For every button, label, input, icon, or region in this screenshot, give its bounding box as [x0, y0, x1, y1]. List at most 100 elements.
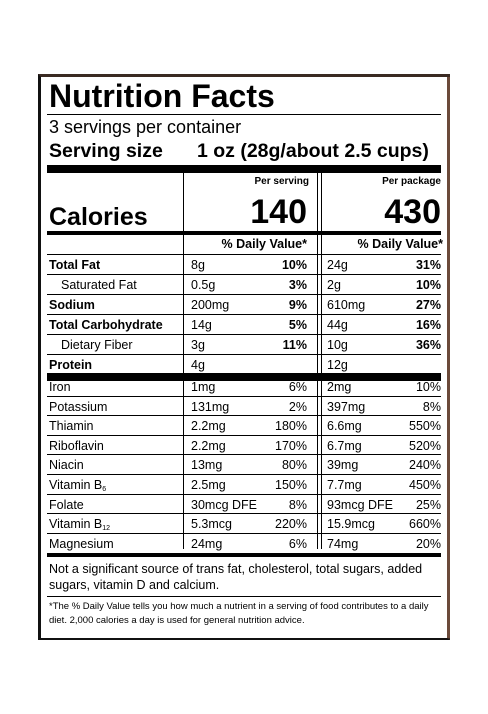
nutrient-name: Niacin — [49, 458, 84, 473]
amount-per-package: 74mg — [327, 536, 359, 551]
row-rule — [47, 415, 441, 416]
amount-per-package: 397mg — [327, 399, 366, 414]
dv-per-serving: 9% — [288, 298, 307, 312]
dv-per-package: 20% — [415, 536, 441, 551]
dv-per-serving: 180% — [275, 419, 307, 434]
amount-per-serving: 5.3mcg — [191, 517, 232, 532]
nutrient-name: Vitamin B6 — [49, 478, 107, 493]
dv-per-serving: 8% — [288, 497, 307, 512]
row-rule — [47, 454, 441, 455]
label-title: Nutrition Facts — [49, 78, 275, 114]
amount-per-serving: 131mg — [191, 399, 230, 414]
table-row: Vitamin B6 2.5mg 150% 7.7mg 450% — [41, 475, 447, 495]
table-row: Riboflavin 2.2mg 170% 6.7mg 520% — [41, 436, 447, 456]
nutrition-facts-label: Nutrition Facts 3 servings per container… — [38, 74, 450, 640]
dv-header-rule — [47, 254, 441, 255]
table-row: Potassium 131mg 2% 397mg 8% — [41, 397, 447, 417]
amount-per-serving: 0.5g — [191, 278, 216, 292]
column-divider-middle-2 — [321, 173, 322, 549]
amount-per-package: 6.7mg — [327, 438, 362, 453]
amount-per-serving: 13mg — [191, 458, 223, 473]
calories-per-package: 430 — [384, 193, 441, 231]
amount-per-package: 39mg — [327, 458, 359, 473]
amount-per-package: 2g — [327, 278, 341, 292]
dv-per-serving: 150% — [275, 478, 307, 492]
calories-per-serving: 140 — [250, 193, 307, 231]
dv-per-serving: 10% — [281, 258, 307, 272]
table-row: Sodium 200mg 9% 610mg 27% — [41, 295, 447, 315]
nutrient-name: Riboflavin — [49, 438, 104, 453]
row-rule — [47, 334, 441, 335]
thick-divider-mid — [47, 373, 441, 381]
dv-per-serving: 220% — [275, 517, 307, 532]
dv-per-package: 25% — [415, 497, 441, 512]
serving-size-label: Serving size — [49, 140, 163, 162]
dv-per-package: 450% — [409, 478, 441, 492]
nutrient-name: Thiamin — [49, 419, 94, 434]
amount-per-serving: 30mcg DFE — [191, 497, 257, 512]
table-row: Dietary Fiber 3g 11% 10g 36% — [41, 335, 447, 355]
dv-per-package: 31% — [415, 258, 441, 272]
dv-per-serving: 2% — [288, 399, 307, 414]
table-row: Folate 30mcg DFE 8% 93mcg DFE 25% — [41, 495, 447, 515]
dv-per-serving: 170% — [275, 438, 307, 453]
dv-per-package: 8% — [422, 399, 441, 414]
dv-per-serving: 3% — [288, 278, 307, 292]
amount-per-serving: 4g — [191, 358, 205, 372]
amount-per-package: 2mg — [327, 380, 352, 394]
daily-value-header-package: % Daily Value* — [357, 237, 443, 251]
amount-per-package: 12g — [327, 358, 348, 372]
dv-per-package: 660% — [409, 517, 441, 532]
nutrient-name: Sodium — [49, 298, 95, 312]
dv-per-package: 10% — [415, 278, 441, 292]
table-row: Protein 4g 12g — [41, 355, 447, 375]
dv-per-serving: 5% — [288, 318, 307, 332]
nutrient-name: Total Fat — [49, 258, 101, 272]
dv-per-package: 36% — [415, 338, 441, 352]
row-rule — [47, 533, 441, 534]
label-edge-shade — [447, 77, 450, 638]
amount-per-package: 6.6mg — [327, 419, 362, 434]
row-rule — [47, 494, 441, 495]
row-rule — [47, 513, 441, 514]
row-rule — [47, 294, 441, 295]
thick-divider-top — [47, 165, 441, 173]
amount-per-package: 24g — [327, 258, 348, 272]
nutrient-name: Dietary Fiber — [61, 338, 133, 352]
column-divider-left — [183, 173, 184, 549]
dv-per-package: 27% — [415, 298, 441, 312]
amount-per-serving: 2.5mg — [191, 478, 226, 492]
nutrient-name: Protein — [49, 358, 93, 372]
amount-per-serving: 8g — [191, 258, 205, 272]
table-row: Niacin 13mg 80% 39mg 240% — [41, 455, 447, 475]
nutrient-name: Total Carbohydrate — [49, 318, 163, 332]
dv-per-serving: 80% — [281, 458, 307, 473]
nutrient-name: Magnesium — [49, 536, 114, 551]
amount-per-serving: 1mg — [191, 380, 216, 394]
dv-per-package: 550% — [409, 419, 441, 434]
amount-per-serving: 2.2mg — [191, 419, 226, 434]
amount-per-package: 7.7mg — [327, 478, 362, 492]
amount-per-package: 44g — [327, 318, 348, 332]
amount-per-serving: 3g — [191, 338, 205, 352]
table-row: Total Carbohydrate 14g 5% 44g 16% — [41, 315, 447, 335]
calories-divider — [47, 231, 441, 235]
nutrient-name: Saturated Fat — [61, 278, 137, 292]
table-row: Total Fat 8g 10% 24g 31% — [41, 255, 447, 275]
table-row: Vitamin B12 5.3mcg 220% 15.9mcg 660% — [41, 514, 447, 534]
micro-divider-bottom — [47, 553, 441, 557]
dv-per-package: 240% — [409, 458, 441, 473]
title-rule — [47, 114, 441, 115]
per-package-header: Per package — [382, 176, 441, 187]
row-rule — [47, 314, 441, 315]
table-row: Thiamin 2.2mg 180% 6.6mg 550% — [41, 416, 447, 436]
amount-per-package: 10g — [327, 338, 348, 352]
amount-per-package: 15.9mcg — [327, 517, 375, 532]
dv-per-serving: 6% — [288, 380, 307, 394]
daily-value-header-serving: % Daily Value* — [221, 237, 307, 251]
amount-per-serving: 2.2mg — [191, 438, 226, 453]
amount-per-serving: 14g — [191, 318, 212, 332]
row-rule — [47, 474, 441, 475]
serving-size-row: Serving size 1 oz (28g/about 2.5 cups) — [49, 140, 429, 163]
dv-per-package: 10% — [415, 380, 441, 394]
